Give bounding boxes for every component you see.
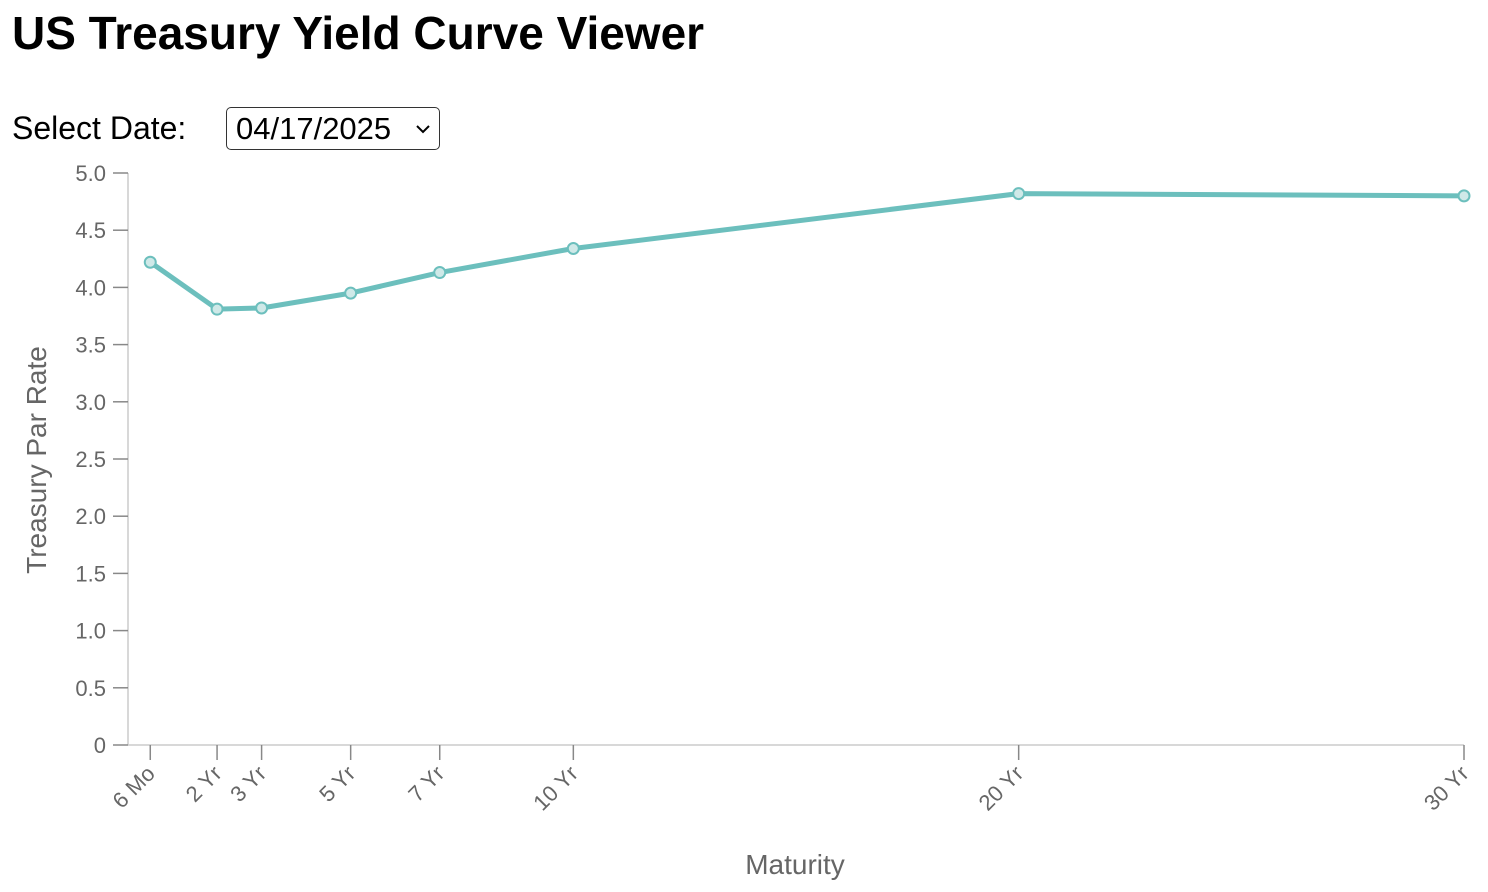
point	[1012, 187, 1026, 201]
select-label: Select Date:	[12, 110, 187, 146]
y-tick-label: 2.0	[75, 504, 106, 529]
date-select[interactable]: 04/17/2025	[226, 107, 440, 150]
yield-line	[148, 191, 1465, 312]
point	[344, 286, 358, 300]
point	[143, 255, 157, 269]
y-tick-label: 0.5	[75, 676, 106, 701]
x-tick-label: 10 Yr	[528, 761, 583, 816]
page-title: US Treasury Yield Curve Viewer	[12, 7, 705, 59]
y-tick-label: 4.5	[75, 218, 106, 243]
x-tick-label: 3 Yr	[225, 761, 271, 807]
x-tick-label: 6 Mo	[108, 761, 160, 813]
y-tick-label: 2.5	[75, 447, 106, 472]
y-tick-label: 1.0	[75, 619, 106, 644]
x-tick-label: 7 Yr	[403, 761, 449, 807]
y-tick-label: 4.0	[75, 275, 106, 300]
point	[566, 242, 580, 256]
y-tick-label: 5.0	[75, 161, 106, 186]
point	[255, 301, 269, 315]
selected-date[interactable]: 04/17/2025	[236, 111, 392, 146]
chevron	[416, 125, 430, 134]
y-tick-label: 0	[94, 733, 106, 758]
point	[210, 302, 224, 316]
y-axis-title: Treasury Par Rate	[21, 346, 52, 574]
x-axis-title: Maturity	[745, 849, 845, 880]
y-tick-label: 3.0	[75, 390, 106, 415]
x-tick-label: 2 Yr	[181, 761, 227, 807]
x-tick-label: 20 Yr	[974, 761, 1029, 816]
y-tick-label: 1.5	[75, 561, 106, 586]
y-tick-label: 3.5	[75, 333, 106, 358]
point	[1457, 189, 1471, 203]
x-tick-label: 30 Yr	[1419, 761, 1474, 816]
x-tick-label: 5 Yr	[314, 761, 360, 807]
point	[433, 266, 447, 280]
